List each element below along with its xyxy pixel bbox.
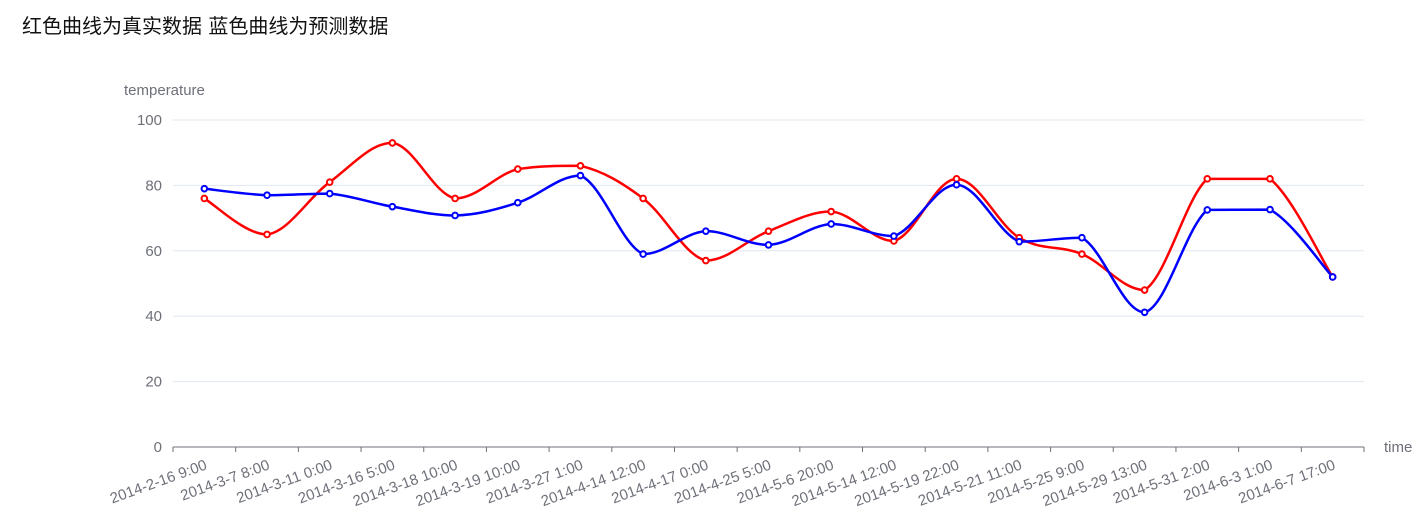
data-point[interactable] — [764, 241, 773, 249]
data-point[interactable] — [200, 184, 209, 193]
data-point[interactable] — [702, 256, 710, 265]
y-tick-label: 80 — [145, 177, 162, 194]
data-point[interactable] — [702, 227, 710, 235]
data-point[interactable] — [1203, 175, 1212, 183]
y-axis-title: temperature — [124, 82, 205, 99]
data-point[interactable] — [1266, 175, 1274, 183]
data-point[interactable] — [576, 171, 585, 180]
page-title: 红色曲线为真实数据 蓝色曲线为预测数据 — [22, 14, 389, 38]
data-points — [200, 139, 1337, 317]
data-point[interactable] — [1078, 233, 1086, 242]
series-line — [203, 141, 1334, 292]
data-point[interactable] — [325, 178, 334, 186]
data-point[interactable] — [890, 232, 898, 240]
y-tick-label: 0 — [154, 439, 162, 456]
data-point[interactable] — [1140, 308, 1149, 317]
grid-lines — [173, 119, 1364, 383]
x-axis-title: time — [1384, 439, 1412, 456]
data-point[interactable] — [263, 230, 271, 239]
data-point[interactable] — [388, 202, 397, 211]
series-line — [204, 174, 1334, 314]
data-point[interactable] — [827, 207, 835, 216]
data-point[interactable] — [639, 250, 647, 258]
data-point[interactable] — [451, 194, 459, 203]
data-point[interactable] — [1266, 205, 1274, 214]
data-point[interactable] — [388, 139, 397, 147]
data-point[interactable] — [1078, 250, 1086, 258]
data-point[interactable] — [325, 189, 334, 198]
data-point[interactable] — [451, 211, 459, 220]
data-point[interactable] — [639, 194, 647, 203]
y-tick-label: 60 — [145, 243, 162, 260]
y-tick-label: 100 — [137, 112, 162, 129]
y-tick-label: 40 — [145, 308, 162, 325]
y-tick-label: 20 — [145, 374, 162, 391]
data-point[interactable] — [263, 191, 271, 200]
data-point[interactable] — [513, 198, 522, 207]
data-point[interactable] — [1328, 273, 1337, 281]
data-point[interactable] — [952, 175, 961, 183]
data-point[interactable] — [1015, 237, 1024, 246]
data-point[interactable] — [200, 194, 209, 203]
data-point[interactable] — [513, 165, 522, 173]
data-point[interactable] — [827, 220, 835, 228]
data-point[interactable] — [576, 161, 585, 170]
data-point[interactable] — [764, 227, 773, 235]
data-point[interactable] — [1203, 206, 1212, 214]
data-point[interactable] — [952, 180, 961, 189]
data-point[interactable] — [1140, 286, 1149, 294]
